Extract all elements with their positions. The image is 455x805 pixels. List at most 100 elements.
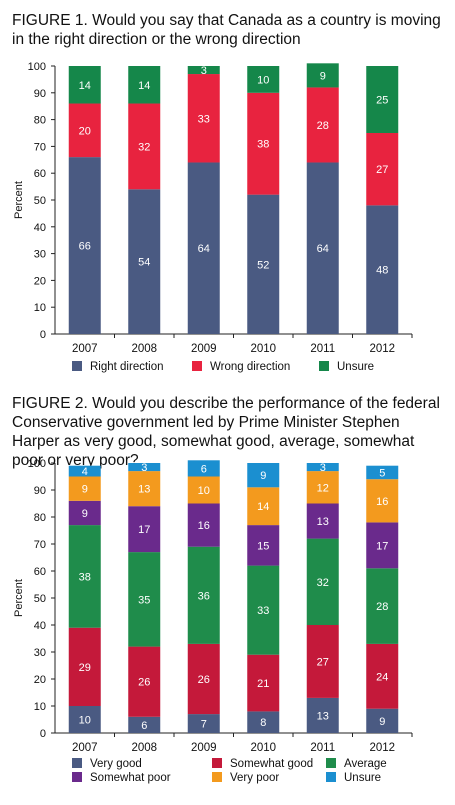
bar-segment [306, 625, 339, 698]
data-label: 13 [317, 710, 329, 722]
data-label: 38 [257, 139, 269, 151]
y-tick-label: 90 [34, 485, 46, 497]
legend-label: Average [344, 758, 387, 770]
y-tick-label: 20 [34, 275, 46, 287]
bar-segment [128, 66, 161, 104]
x-tick-label: 2008 [131, 742, 157, 754]
data-label: 17 [138, 524, 150, 536]
data-label: 10 [257, 74, 269, 86]
bar-segment [128, 716, 161, 733]
bar-segment [366, 708, 399, 733]
data-label: 9 [320, 70, 326, 82]
bar-segment [187, 714, 220, 733]
bar-segment [68, 706, 101, 733]
data-label: 6 [141, 720, 147, 732]
data-label: 29 [79, 662, 91, 674]
x-tick-label: 2011 [310, 343, 335, 355]
x-tick-label: 2010 [250, 742, 276, 754]
data-label: 9 [260, 470, 266, 482]
y-axis-label: Percent [13, 181, 25, 219]
legend-swatch [212, 772, 222, 782]
bar-segment [128, 189, 161, 334]
legend-label: Wrong direction [210, 361, 290, 373]
legend-swatch [326, 772, 336, 782]
bar-segment [187, 66, 220, 75]
x-tick-label: 2010 [250, 343, 276, 355]
data-label: 3 [141, 462, 147, 474]
legend-swatch [72, 361, 82, 371]
data-label: 14 [79, 80, 91, 92]
bar-segment [68, 465, 101, 477]
bar-segment [187, 643, 220, 715]
y-tick-label: 100 [28, 61, 46, 73]
bar-segment [366, 133, 399, 206]
data-label: 9 [82, 508, 88, 520]
bar-segment [68, 627, 101, 706]
legend-label: Very poor [230, 772, 279, 784]
y-tick-label: 50 [34, 593, 46, 605]
x-tick-label: 2007 [72, 343, 98, 355]
bar-segment [128, 506, 161, 553]
y-tick-label: 20 [34, 674, 46, 686]
y-tick-label: 30 [34, 647, 46, 659]
bar-segment [247, 487, 280, 526]
data-label: 28 [376, 601, 388, 613]
bar-segment [247, 565, 280, 655]
data-label: 52 [257, 259, 269, 271]
data-label: 32 [138, 141, 150, 153]
bar-segment [187, 74, 220, 163]
legend-label: Unsure [337, 361, 374, 373]
data-label: 3 [201, 65, 207, 77]
data-label: 13 [317, 516, 329, 528]
data-label: 28 [317, 120, 329, 132]
figure2-title: FIGURE 2. Would you describe the perform… [12, 395, 440, 469]
bar-segment [366, 568, 399, 644]
bar-segment [128, 552, 161, 647]
data-label: 27 [376, 164, 388, 176]
data-label: 66 [79, 241, 91, 253]
bar-segment [366, 643, 399, 709]
bar-segment [68, 500, 101, 526]
legend-label: Somewhat good [230, 758, 313, 770]
data-label: 48 [376, 265, 388, 277]
data-label: 21 [257, 678, 269, 690]
y-tick-label: 40 [34, 620, 46, 632]
data-label: 13 [138, 484, 150, 496]
bar-segment [306, 63, 339, 88]
x-tick-label: 2012 [369, 343, 395, 355]
data-label: 8 [260, 717, 266, 729]
data-label: 38 [79, 571, 91, 583]
data-label: 17 [376, 540, 388, 552]
bar-segment [306, 503, 339, 539]
legend-label: Unsure [344, 772, 381, 784]
bar-segment [128, 646, 161, 717]
bar-segment [366, 205, 399, 334]
data-label: 33 [257, 605, 269, 617]
bar-segment [247, 92, 280, 195]
bar-segment [306, 538, 339, 625]
legend-swatch [72, 758, 82, 768]
data-label: 20 [79, 125, 91, 137]
data-label: 14 [138, 80, 150, 92]
data-label: 10 [198, 485, 210, 497]
legend-swatch [319, 361, 329, 371]
x-tick-label: 2007 [72, 742, 98, 754]
bar-segment [128, 471, 161, 507]
data-label: 54 [138, 257, 150, 269]
data-label: 64 [317, 243, 329, 255]
bar-segment [247, 463, 280, 488]
data-label: 15 [257, 540, 269, 552]
y-tick-label: 70 [34, 141, 46, 153]
y-tick-label: 80 [34, 512, 46, 524]
data-label: 14 [257, 501, 269, 513]
bar-segment [366, 465, 399, 480]
legend-label: Somewhat poor [90, 772, 171, 784]
x-tick-label: 2008 [131, 343, 157, 355]
data-label: 35 [138, 594, 150, 606]
y-tick-label: 80 [34, 115, 46, 127]
data-label: 6 [201, 463, 207, 475]
y-tick-label: 100 [28, 458, 46, 470]
bar-segment [128, 103, 161, 190]
data-label: 36 [198, 590, 210, 602]
bar-segment [68, 157, 101, 334]
